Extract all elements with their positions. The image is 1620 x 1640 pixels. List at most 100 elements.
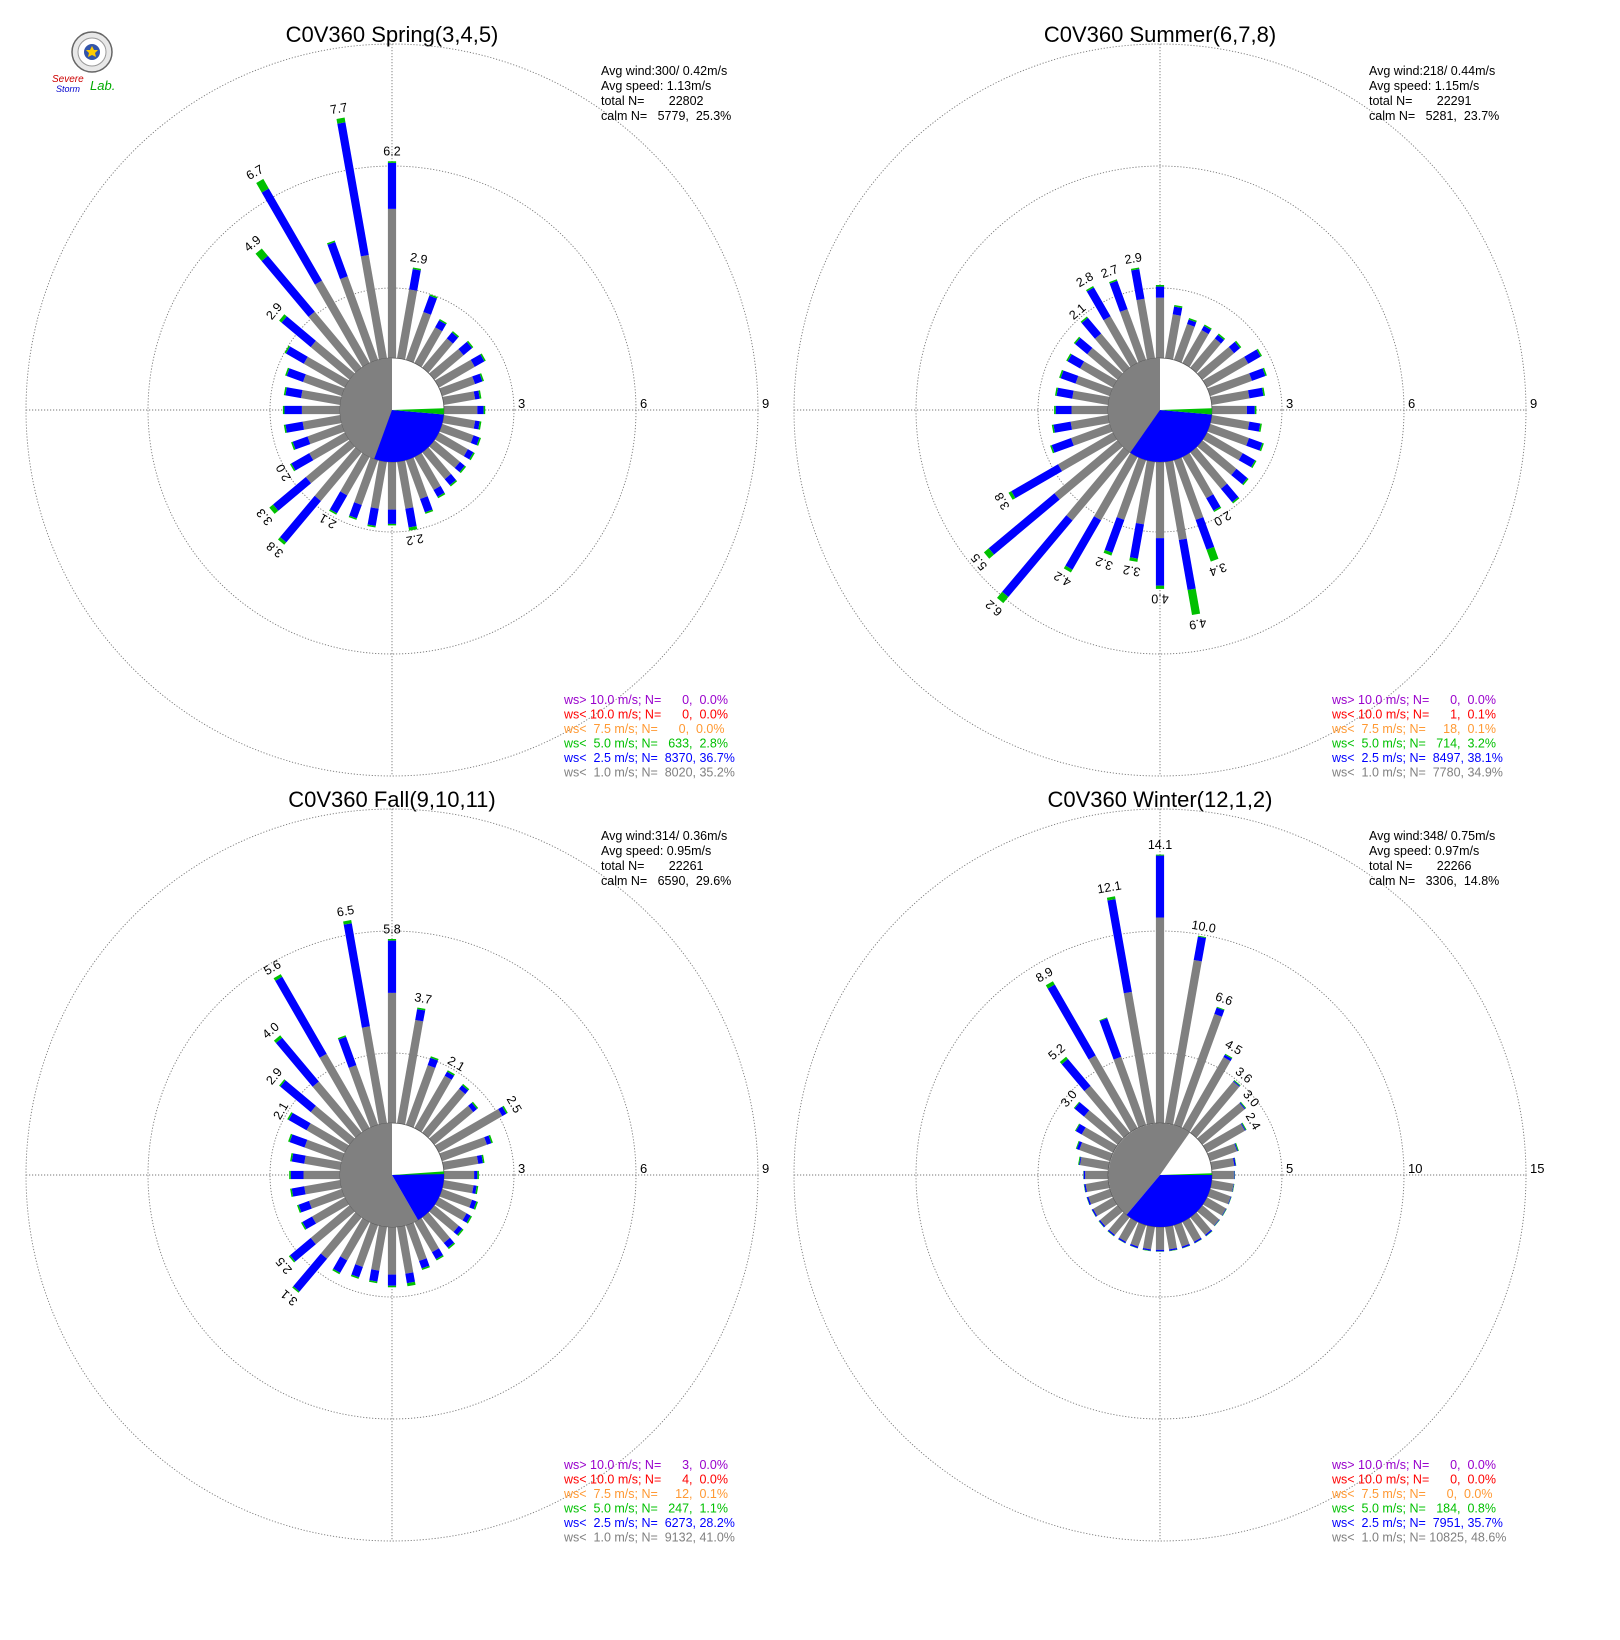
bar-segment-grey: [1084, 1085, 1130, 1138]
bar-segment-grey: [1155, 917, 1165, 1123]
bar-segment-grey: [1165, 460, 1187, 540]
bar-segment-blue: [1086, 287, 1111, 321]
bar-segment-blue: [1075, 337, 1093, 355]
bar-segment-grey: [1165, 314, 1181, 360]
bar-segment-grey: [1135, 460, 1155, 525]
bar-segment-green: [1107, 1230, 1115, 1237]
bar-segment-green: [279, 1079, 286, 1087]
bar-label: 3.2: [1094, 554, 1115, 573]
bar-segment-grey: [310, 1205, 355, 1245]
bar-segment-blue: [1074, 1102, 1090, 1117]
bar-segment-grey: [1084, 1110, 1123, 1145]
bar-segment-green: [1203, 324, 1212, 330]
bar-segment-blue: [1220, 483, 1239, 503]
bar-segment-green: [488, 1134, 493, 1144]
bar-segment-green: [466, 340, 474, 349]
bar-segment-grey: [442, 1155, 479, 1170]
bar-segment-blue: [261, 188, 322, 285]
bar-segment-blue: [1214, 334, 1225, 344]
bar-segment-blue: [1053, 421, 1072, 433]
bar-segment-green: [292, 1286, 300, 1293]
bar-segment-grey: [405, 1222, 427, 1261]
bar-segment-green: [290, 463, 296, 472]
bar-segment-blue: [1065, 516, 1102, 570]
bar-segment-blue: [1098, 1220, 1106, 1228]
stats-line: total N= 22802: [601, 94, 704, 108]
bar-segment-grey: [1075, 375, 1113, 397]
bar-segment-grey: [312, 1081, 362, 1138]
bar-segment-grey: [1212, 1170, 1234, 1180]
bar-label: 2.9: [409, 250, 429, 267]
bar-segment-grey: [1210, 390, 1250, 405]
bar-label: 3.2: [1122, 562, 1142, 579]
bar-segment-grey: [422, 447, 451, 480]
bar-segment-green: [288, 1133, 293, 1143]
bar-segment-grey: [439, 376, 476, 397]
bar-segment-blue: [1076, 1141, 1083, 1150]
bar-segment-blue: [463, 449, 474, 460]
bar-segment-grey: [1136, 298, 1155, 360]
bar-segment-blue: [1193, 1237, 1202, 1244]
bar-segment-green: [1055, 387, 1058, 396]
bar-segment-green: [1205, 1230, 1213, 1237]
bar-segment-green: [1073, 336, 1081, 344]
bar-segment-grey: [422, 1088, 466, 1138]
chart-title: C0V360 Fall(9,10,11): [288, 787, 496, 812]
bar-segment-green: [469, 452, 475, 461]
bar-segment-green: [478, 421, 482, 430]
bar-segment-grey: [1113, 1056, 1147, 1128]
bar-segment-blue: [444, 473, 457, 486]
bar-segment-green: [1051, 424, 1055, 433]
bar-segment-grey: [1182, 1057, 1231, 1132]
bar-segment-blue: [419, 1258, 430, 1269]
bar-segment-green: [337, 1035, 347, 1040]
bar-segment-green: [283, 387, 287, 396]
bar-segment-blue: [285, 421, 304, 433]
bar-segment-green: [1217, 333, 1226, 340]
bar-segment-green: [279, 314, 287, 323]
bar-segment-blue: [327, 242, 348, 280]
bar-segment-blue: [1079, 1156, 1082, 1166]
bar-segment-green: [1258, 423, 1262, 432]
bar-segment-blue: [285, 387, 303, 399]
bar-segment-green: [475, 1185, 479, 1195]
bar-segment-green: [1129, 1245, 1138, 1249]
bar-segment-blue: [1061, 1058, 1091, 1092]
bar-segment-blue: [484, 1135, 492, 1145]
bar-segment-grey: [414, 453, 441, 490]
bar-segment-green: [430, 1056, 439, 1061]
bar-label: 2.2: [405, 531, 425, 548]
bar-segment-blue: [1246, 405, 1255, 415]
bar-label: 2.7: [1099, 262, 1120, 281]
bar-segment-grey: [442, 391, 476, 405]
bar-segment-green: [1098, 1220, 1105, 1228]
bar-segment-blue: [1055, 405, 1072, 415]
bar-segment-grey: [439, 1188, 473, 1208]
bar-segment-grey: [306, 1123, 349, 1153]
bar-segment-blue: [1248, 421, 1261, 432]
bar-segment-green: [1059, 369, 1064, 379]
logo-line-severe: Severe: [52, 74, 84, 85]
bar-segment-blue: [275, 976, 327, 1058]
bar-segment-blue: [290, 1170, 304, 1180]
calm-sector-green: [392, 1171, 444, 1175]
bar-segment-green: [1109, 279, 1118, 284]
legend-entry: ws< 7.5 m/s; N= 18, 0.1%: [1331, 722, 1496, 736]
bar-segment-green: [1059, 1056, 1068, 1065]
bar-segment-grey: [1173, 324, 1195, 363]
chart-title: C0V360 Winter(12,1,2): [1048, 787, 1273, 812]
bar-segment-grey: [397, 460, 414, 509]
bar-segment-green: [1078, 1156, 1081, 1165]
bar-segment-green: [1050, 445, 1055, 454]
bar-segment-blue: [292, 436, 311, 450]
bar-segment-grey: [1119, 1218, 1138, 1242]
bar-segment-green: [480, 353, 486, 362]
bar-segment-grey: [304, 1139, 345, 1162]
bar-segment-green: [983, 548, 994, 559]
legend-entry: ws< 1.0 m/s; N= 10825, 48.6%: [1331, 1531, 1506, 1545]
bar-segment-green: [1197, 935, 1207, 938]
bar-segment-green: [1083, 1184, 1086, 1193]
legend-entry: ws> 10.0 m/s; N= 0, 0.0%: [563, 693, 728, 707]
bar-segment-blue: [470, 435, 480, 446]
bar-segment-grey: [360, 255, 387, 360]
